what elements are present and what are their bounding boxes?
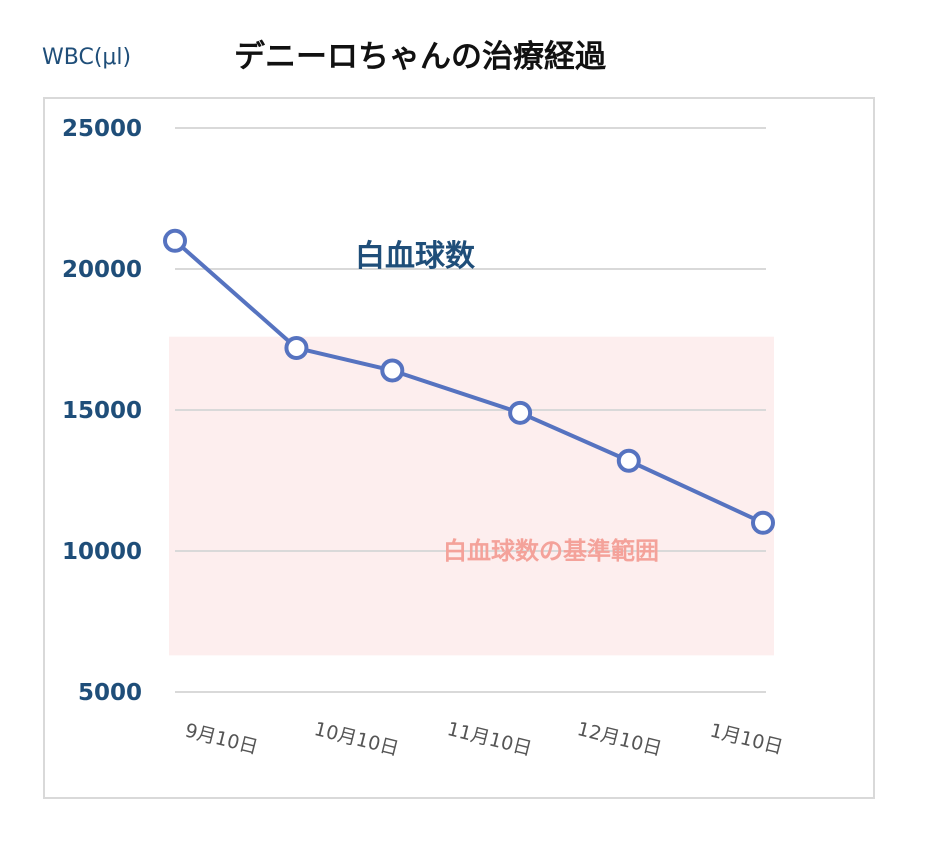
y-tick-label: 15000 bbox=[62, 398, 142, 424]
data-point bbox=[751, 510, 775, 535]
y-tick-label: 10000 bbox=[62, 539, 142, 565]
y-tick-label: 5000 bbox=[78, 680, 142, 706]
reference-band-label: 白血球数の基準範囲 bbox=[443, 537, 659, 565]
y-axis-unit: WBC(μl) bbox=[42, 45, 131, 70]
series-label: 白血球数 bbox=[355, 239, 476, 274]
data-point bbox=[163, 228, 187, 253]
data-point bbox=[508, 400, 533, 425]
reference-band bbox=[169, 336, 774, 656]
data-point bbox=[380, 358, 405, 383]
data-point bbox=[284, 335, 309, 360]
y-tick-label: 20000 bbox=[62, 257, 142, 283]
y-tick-label: 25000 bbox=[62, 116, 142, 142]
data-point bbox=[616, 448, 641, 473]
series-line bbox=[173, 239, 764, 525]
chart-title: デニーロちゃんの治療経過 bbox=[234, 39, 607, 75]
